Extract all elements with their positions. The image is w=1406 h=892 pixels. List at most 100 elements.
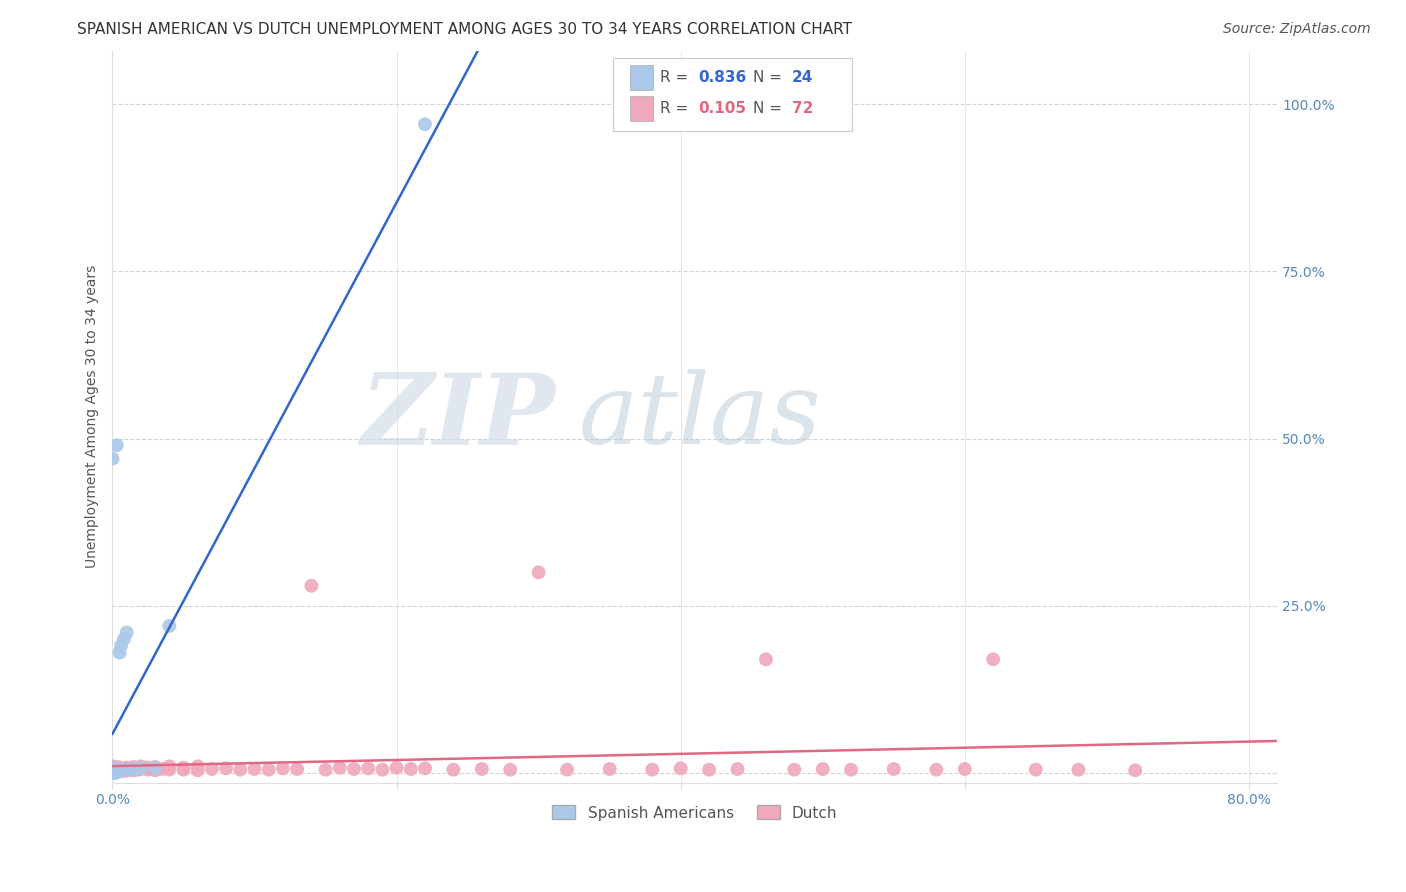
Point (669, 761, 692, 775)
Point (111, 762, 134, 776)
Point (115, 761, 138, 775)
Point (299, 579, 322, 593)
Point (118, 763, 141, 777)
Text: N =: N = (754, 101, 787, 116)
Point (112, 764, 135, 778)
Point (953, 762, 976, 776)
Point (315, 763, 337, 777)
Point (981, 652, 1004, 666)
Text: 24: 24 (792, 70, 813, 86)
Point (925, 763, 948, 777)
Point (107, 764, 129, 778)
Point (441, 763, 464, 777)
Point (413, 761, 436, 775)
Text: atlas: atlas (578, 369, 821, 465)
Point (101, 761, 124, 775)
Point (215, 761, 238, 775)
Text: 0.105: 0.105 (699, 101, 747, 116)
Text: R =: R = (659, 101, 693, 116)
Text: 0.836: 0.836 (699, 70, 747, 86)
Text: SPANISH AMERICAN VS DUTCH UNEMPLOYMENT AMONG AGES 30 TO 34 YEARS CORRELATION CHA: SPANISH AMERICAN VS DUTCH UNEMPLOYMENT A… (77, 22, 852, 37)
Point (697, 763, 720, 777)
Point (110, 764, 132, 778)
Point (127, 763, 149, 777)
Point (357, 761, 380, 775)
Point (727, 762, 749, 776)
Point (105, 438, 128, 452)
Point (527, 566, 550, 580)
Point (101, 451, 124, 466)
Point (129, 761, 152, 775)
Point (105, 764, 128, 778)
Point (120, 761, 142, 775)
Point (201, 762, 224, 776)
Point (1025, 763, 1047, 777)
Point (187, 759, 209, 773)
Point (1123, 764, 1146, 778)
Text: R =: R = (659, 70, 693, 86)
Point (110, 639, 132, 653)
Point (839, 763, 862, 777)
Point (129, 759, 152, 773)
Point (173, 763, 195, 777)
Point (385, 761, 408, 775)
Point (122, 764, 145, 778)
Point (101, 763, 124, 777)
Point (755, 652, 778, 666)
Text: Source: ZipAtlas.com: Source: ZipAtlas.com (1223, 22, 1371, 37)
Point (108, 764, 131, 778)
Point (101, 763, 124, 777)
Point (122, 762, 145, 776)
Point (101, 764, 124, 779)
Legend: Spanish Americans, Dutch: Spanish Americans, Dutch (547, 799, 844, 827)
Point (271, 761, 294, 775)
Point (108, 764, 131, 778)
Point (285, 762, 308, 776)
Point (329, 761, 352, 775)
Point (811, 762, 834, 776)
Point (143, 764, 166, 778)
Point (115, 625, 138, 640)
Point (104, 764, 127, 779)
Point (157, 763, 180, 777)
Point (115, 763, 138, 777)
Point (122, 760, 145, 774)
Point (110, 764, 132, 778)
Point (105, 764, 128, 778)
Point (1067, 763, 1090, 777)
Point (641, 763, 664, 777)
Point (129, 762, 152, 776)
Point (157, 759, 180, 773)
Point (115, 764, 138, 778)
Point (136, 761, 159, 775)
Point (107, 763, 129, 777)
Text: N =: N = (754, 70, 787, 86)
FancyBboxPatch shape (630, 65, 652, 90)
Text: 72: 72 (792, 101, 813, 116)
Point (371, 763, 394, 777)
Point (101, 766, 124, 780)
Point (114, 761, 136, 775)
Point (112, 632, 135, 647)
Point (108, 646, 131, 660)
Point (136, 763, 159, 777)
Point (104, 764, 127, 779)
FancyBboxPatch shape (613, 58, 852, 131)
Point (499, 763, 522, 777)
Point (143, 761, 166, 775)
Point (150, 762, 173, 776)
Point (104, 761, 127, 775)
Point (173, 761, 195, 775)
Point (107, 761, 129, 775)
Point (343, 762, 366, 776)
Point (108, 761, 131, 775)
Point (599, 762, 621, 776)
Point (471, 762, 494, 776)
FancyBboxPatch shape (630, 96, 652, 121)
Point (243, 762, 266, 776)
Text: ZIP: ZIP (360, 368, 555, 465)
Point (111, 763, 134, 777)
Point (143, 760, 166, 774)
Point (555, 763, 578, 777)
Point (107, 764, 129, 779)
